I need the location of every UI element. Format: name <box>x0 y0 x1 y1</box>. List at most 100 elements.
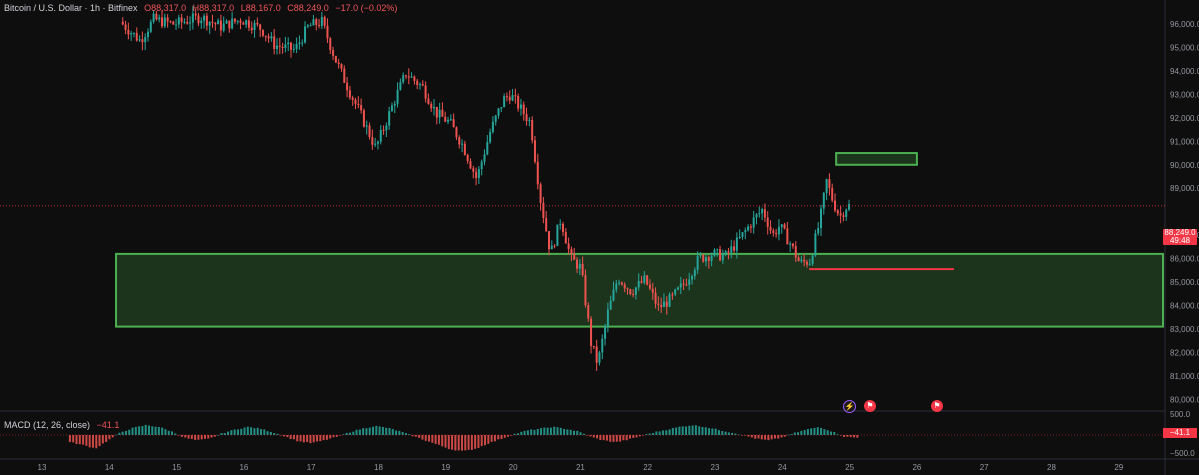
y-tick-label: 82,000.0 <box>1170 348 1199 357</box>
macd-bar <box>563 429 565 435</box>
x-tick-label: 24 <box>778 463 787 472</box>
event-us-flag-icon-2[interactable]: ⚑ <box>931 400 943 412</box>
macd-bar <box>474 435 476 449</box>
candle-body <box>349 90 351 97</box>
macd-bar <box>540 428 542 435</box>
macd-bar <box>774 435 776 439</box>
bar-countdown: 49:48 <box>1163 237 1197 245</box>
macd-bar <box>392 429 394 435</box>
candle-body <box>784 224 786 228</box>
macd-bar <box>316 435 318 441</box>
macd-bar <box>435 435 437 444</box>
candle-body <box>251 28 253 30</box>
candle-body <box>240 21 242 23</box>
candle-body <box>778 227 780 234</box>
candle-body <box>301 42 303 43</box>
macd-bar <box>155 427 157 435</box>
candle-body <box>161 17 163 26</box>
chart-header: Bitcoin / U.S. Dollar · 1h · Bitfinex O8… <box>4 3 397 13</box>
candle-body <box>582 264 584 275</box>
candle-body <box>694 270 696 276</box>
macd-bar <box>76 435 78 444</box>
candle-body <box>360 105 362 110</box>
candle-body <box>598 352 600 362</box>
candle-body <box>214 23 216 24</box>
candle-body <box>646 275 648 284</box>
macd-bar <box>263 429 265 435</box>
candle-body <box>256 23 258 25</box>
macd-bar <box>395 431 397 435</box>
event-us-flag-icon[interactable]: ⚑ <box>864 400 876 412</box>
macd-bar <box>715 429 717 435</box>
macd-bar <box>468 435 470 450</box>
candle-body <box>725 251 727 255</box>
candle-body <box>669 294 671 306</box>
candle-body <box>183 22 185 23</box>
macd-bar <box>757 435 759 439</box>
macd-bar <box>197 435 199 440</box>
candle-body <box>615 284 617 290</box>
candle-body <box>604 326 606 339</box>
candle-body <box>273 36 275 49</box>
y-tick-label: 92,000.0 <box>1170 114 1199 123</box>
macd-bar <box>807 429 809 435</box>
macd-bar <box>767 435 769 440</box>
macd-bar <box>524 431 526 435</box>
candle-body <box>666 302 668 307</box>
candle-body <box>621 283 623 285</box>
macd-value: −41.1 <box>97 420 120 430</box>
candle-body <box>139 39 141 40</box>
candle-body <box>548 231 550 249</box>
macd-bar <box>655 431 657 435</box>
x-tick-label: 15 <box>172 463 181 472</box>
candle-body <box>436 107 438 118</box>
macd-bar <box>240 429 242 435</box>
candle-body <box>405 75 407 76</box>
candle-body <box>840 213 842 215</box>
candle-body <box>750 227 752 228</box>
macd-bar <box>108 435 110 439</box>
macd-bar <box>191 435 193 439</box>
candle-body <box>441 110 443 117</box>
candle-body <box>744 230 746 232</box>
candle-body <box>683 283 685 284</box>
candle-body <box>315 19 317 25</box>
macd-bar <box>415 435 417 437</box>
event-lightning-icon[interactable]: ⚡ <box>843 400 856 413</box>
candle-body <box>812 255 814 263</box>
candle-body <box>798 258 800 262</box>
candle-body <box>828 179 830 188</box>
candle-body <box>453 119 455 127</box>
candle-body <box>596 347 598 363</box>
macd-bar <box>533 430 535 435</box>
candle-body <box>332 50 334 56</box>
candle-body <box>741 232 743 237</box>
y-tick-label: 90,000.0 <box>1170 161 1199 170</box>
macd-bar <box>425 435 427 441</box>
macd-bar <box>781 435 783 437</box>
candle-body <box>270 36 272 38</box>
candle-body <box>203 16 205 21</box>
candle-body <box>324 17 326 26</box>
candle-body <box>803 260 805 262</box>
macd-bar <box>672 428 674 435</box>
candle-body <box>284 44 286 48</box>
macd-bar <box>362 428 364 435</box>
macd-bar <box>194 435 196 440</box>
macd-bar <box>293 435 295 439</box>
candle-body <box>290 43 292 50</box>
macd-bar <box>95 435 97 448</box>
macd-header[interactable]: MACD (12, 26, close) −41.1 <box>4 420 119 430</box>
macd-bar <box>497 435 499 439</box>
macd-bar <box>217 435 219 436</box>
macd-bar <box>418 435 420 438</box>
candle-body <box>593 346 595 347</box>
macd-bar <box>79 435 81 444</box>
macd-bar <box>158 427 160 435</box>
macd-tick-500: 500.0 <box>1170 410 1191 419</box>
macd-bar <box>543 428 545 435</box>
candle-body <box>492 122 494 132</box>
macd-bar <box>856 435 858 438</box>
candle-body <box>795 246 797 257</box>
